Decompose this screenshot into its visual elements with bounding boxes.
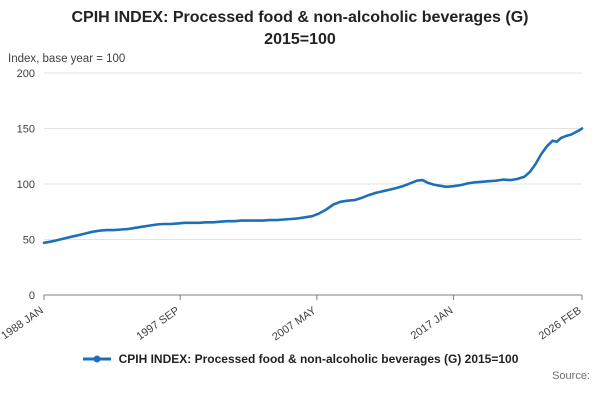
y-axis-label: Index, base year = 100 <box>8 53 126 66</box>
chart-title-line2: 2015=100 <box>264 30 336 48</box>
y-tick-label: 0 <box>29 290 35 302</box>
y-tick-label: 200 <box>17 68 35 80</box>
chart-title-line1: CPIH INDEX: Processed food & non-alcohol… <box>71 9 529 26</box>
legend-label: CPIH INDEX: Processed food & non-alcohol… <box>118 352 519 367</box>
series-line[interactable] <box>42 127 584 245</box>
y-tick-label: 50 <box>23 235 35 247</box>
source-label: Source: <box>552 370 590 383</box>
x-tick-label: 1997 SEP <box>134 305 181 343</box>
legend-line-marker-icon <box>82 355 111 363</box>
y-tick-label: 100 <box>17 179 35 191</box>
chart-plot-area[interactable]: 0 50 100 150 200 1988 JAN 1997 SEP 2007 MAY 2017… <box>0 65 600 347</box>
x-tick-label: 2017 JAN <box>409 305 456 343</box>
x-tick-label: 2007 MAY <box>270 304 319 343</box>
y-tick-label: 150 <box>17 124 35 136</box>
x-tick-label: 2026 FEB <box>537 305 584 343</box>
x-tick-label: 1988 JAN <box>0 305 46 343</box>
legend-item[interactable]: CPIH INDEX: Processed food & non-alcohol… <box>0 352 600 366</box>
chart-title: CPIH INDEX: Processed food & non-alcohol… <box>0 0 600 50</box>
